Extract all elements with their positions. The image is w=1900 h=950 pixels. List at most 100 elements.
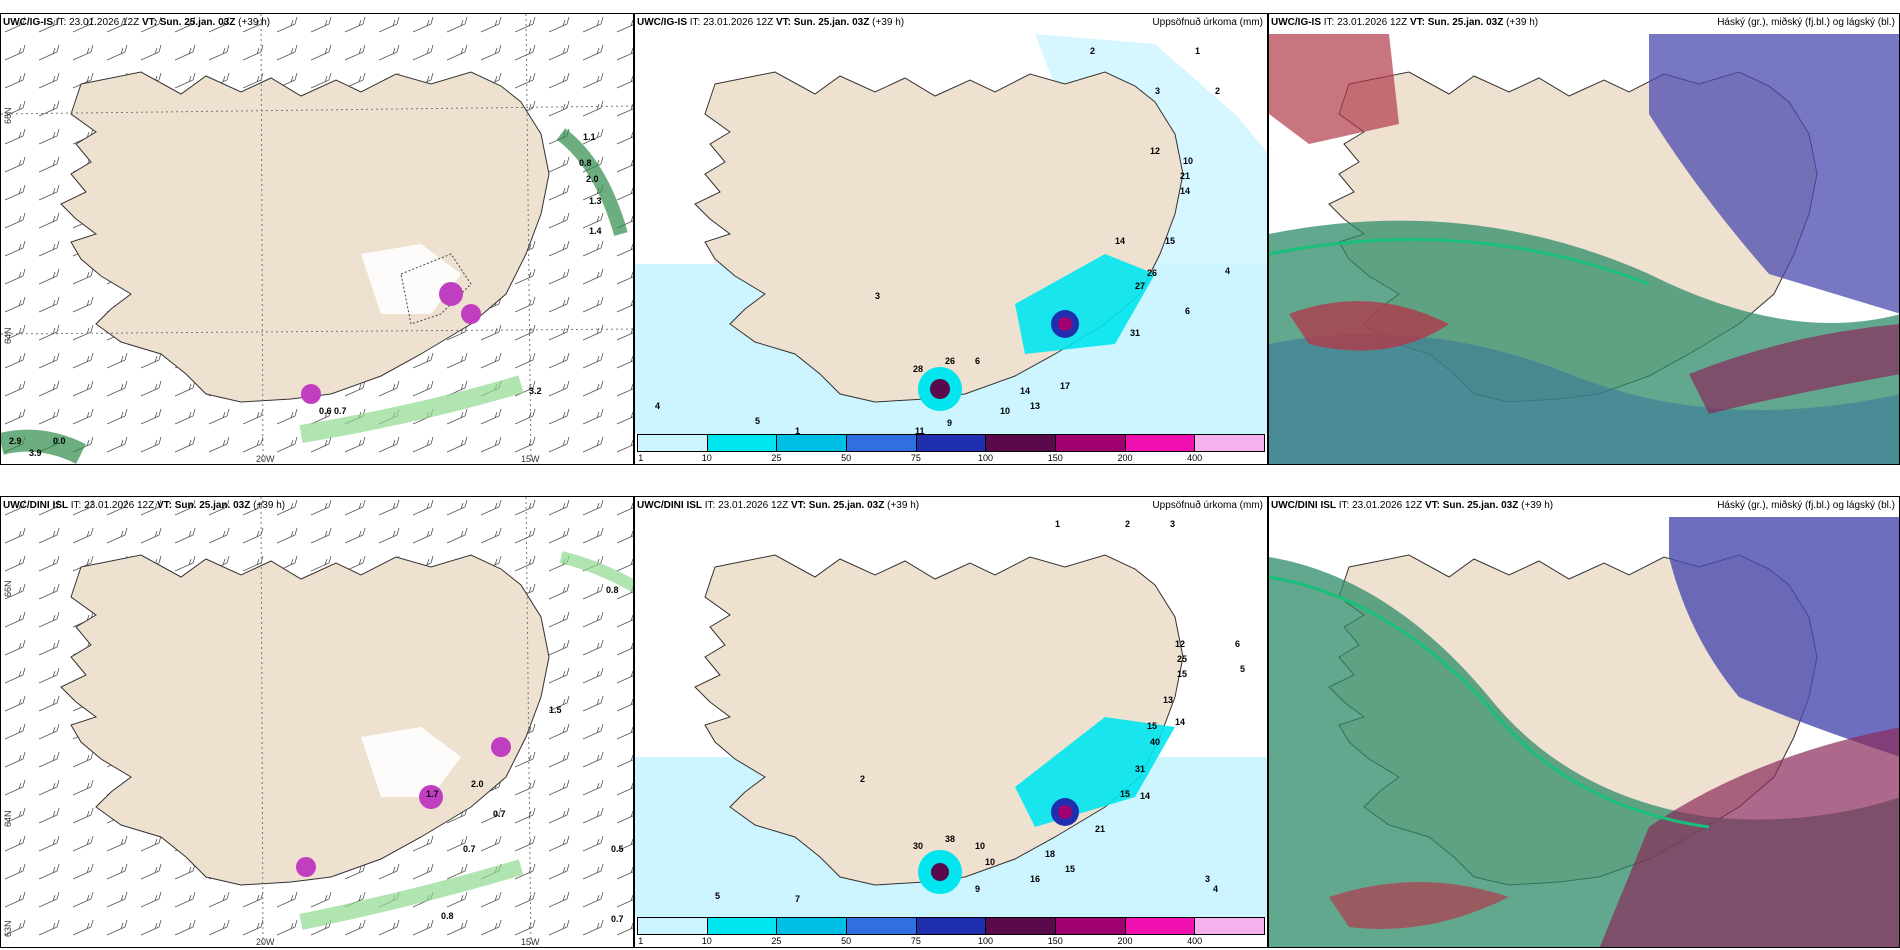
panel-title: Háský (gr.), miðský (fj.bl.) og lágský (…	[1717, 500, 1895, 511]
value-label: 26	[945, 356, 955, 366]
value-label: 0.8	[441, 911, 454, 921]
colorbar-labels: 1 10 25 50 75 100 150 200 400	[637, 453, 1265, 464]
value-label: 15	[1147, 721, 1157, 731]
panel-clouds-dini: UWC/DINI ISL IT: 23.01.2026 12Z VT: Sun.…	[1268, 496, 1900, 948]
value-label: 18	[1045, 849, 1055, 859]
mid-cloud-area	[1669, 517, 1899, 757]
value-label: 0.7	[611, 914, 624, 924]
lat-tick: 63N	[3, 920, 13, 937]
high-cloud-area	[1269, 34, 1399, 144]
colorbar-seg	[1056, 918, 1126, 934]
value-label: 4	[1225, 266, 1230, 276]
precip-cell	[461, 304, 481, 324]
panel-precip-igis: UWC/IG-IS IT: 23.01.2026 12Z VT: Sun. 25…	[634, 13, 1268, 465]
value-label: 2	[1125, 519, 1130, 529]
green-band	[1, 429, 86, 464]
green-band	[556, 128, 628, 236]
panel-header: UWC/IG-IS IT: 23.01.2026 12Z VT: Sun. 25…	[1271, 17, 1539, 28]
value-label: 31	[1135, 764, 1145, 774]
colorbar	[637, 434, 1265, 452]
value-label: 0.7	[334, 406, 347, 416]
value-label: 25	[1177, 654, 1187, 664]
green-band	[299, 375, 524, 443]
map-clouds-igis[interactable]	[1269, 14, 1900, 465]
white-region	[361, 727, 461, 797]
panel-title: Uppsöfnuð úrkoma (mm)	[1152, 500, 1263, 511]
colorbar-seg	[916, 918, 987, 934]
panel-precip-dini: UWC/DINI ISL IT: 23.01.2026 12Z VT: Sun.…	[634, 496, 1268, 948]
precip-cell	[439, 282, 463, 306]
value-label: 6	[1185, 306, 1190, 316]
value-label: 2	[1090, 46, 1095, 56]
precip-core	[1058, 805, 1072, 819]
value-label: 27	[1135, 281, 1145, 291]
high-cloud-area	[1329, 882, 1509, 929]
value-label: 5	[1240, 664, 1245, 674]
mid-cloud-area	[1269, 334, 1899, 464]
panel-header: UWC/IG-IS IT: 23.01.2026 12Z VT: Sun. 25…	[3, 17, 271, 28]
panel-wind-dini: UWC/DINI ISL IT: 23.01.2026 12Z VT: Sun.…	[0, 496, 634, 948]
colorbar	[637, 917, 1265, 935]
value-label: 16	[1030, 874, 1040, 884]
contour-line	[1269, 575, 1710, 829]
precip-shade	[1015, 254, 1155, 354]
value-label: 10	[1000, 406, 1010, 416]
value-label: 0.8	[579, 158, 592, 168]
value-label: 28	[913, 364, 923, 374]
colorbar-seg	[847, 435, 917, 451]
map-clouds-dini[interactable]	[1269, 497, 1900, 948]
map-wind-igis[interactable]: 1.1 0.8 2.0 1.3 1.4 0.6 0.7 3.2 2.9 3.9 …	[1, 14, 634, 465]
value-label: 3	[1205, 874, 1210, 884]
value-label: 0.6	[319, 406, 332, 416]
value-label: 14	[1175, 717, 1185, 727]
value-label: 10	[1183, 156, 1193, 166]
colorbar-label: 1	[638, 936, 644, 946]
value-label: 4	[655, 401, 660, 411]
value-label: 13	[1030, 401, 1040, 411]
value-label: 10	[985, 857, 995, 867]
value-label: 13	[1163, 695, 1173, 705]
map-wind-dini[interactable]: 0.8 1.5 2.0 0.7 0.7 0.5 0.8 0.7 1.7	[1, 497, 634, 948]
panel-title: Uppsöfnuð úrkoma (mm)	[1152, 17, 1263, 28]
map-precip-dini[interactable]: 1 2 3 12 25 15 13 15 14 40 31 15 14 21 1…	[635, 497, 1268, 948]
colorbar-label: 400	[1187, 936, 1203, 946]
colorbar-seg	[1195, 435, 1265, 451]
hatch-area	[400, 253, 472, 325]
value-label: 1	[795, 426, 800, 436]
panel-header: UWC/DINI ISL IT: 23.01.2026 12Z VT: Sun.…	[1271, 500, 1554, 511]
value-label: 2.0	[471, 779, 484, 789]
value-label: 1.3	[589, 196, 602, 206]
value-label: 1	[1055, 519, 1060, 529]
colorbar-seg	[638, 918, 708, 934]
value-label: 1.7	[426, 789, 439, 799]
panel-header: UWC/DINI ISL IT: 23.01.2026 12Z VT: Sun.…	[637, 500, 920, 511]
value-label: 0.8	[606, 585, 619, 595]
value-label: 15	[1120, 789, 1130, 799]
colorbar-seg	[1125, 918, 1196, 934]
colorbar-label: 50	[841, 936, 852, 946]
value-label: 14	[1115, 236, 1125, 246]
precip-cell	[491, 737, 511, 757]
value-label: 14	[1180, 186, 1190, 196]
panel-header: UWC/IG-IS IT: 23.01.2026 12Z VT: Sun. 25…	[637, 17, 905, 28]
colorbar-seg	[777, 918, 848, 934]
value-label: 2.0	[586, 174, 599, 184]
map-precip-igis[interactable]: 2 1 3 2 12 10 21 14 15 14 27 26 31 6 4 2…	[635, 14, 1268, 465]
colorbar-label: 50	[841, 453, 852, 463]
value-label: 3	[1155, 86, 1160, 96]
value-label: 30	[913, 841, 923, 851]
colorbar-seg	[777, 435, 848, 451]
value-label: 0.7	[493, 809, 506, 819]
precip-core	[931, 863, 949, 881]
value-label: 2.9	[9, 436, 22, 446]
value-label: 9	[975, 884, 980, 894]
colorbar-label: 150	[1047, 936, 1063, 946]
precip-core	[930, 379, 950, 399]
colorbar-label: 150	[1047, 453, 1063, 463]
precip-cell	[301, 384, 321, 404]
colorbar-label: 10	[701, 936, 712, 946]
lat-tick: 66N	[3, 580, 13, 597]
value-label: 6	[975, 356, 980, 366]
colorbar-label: 75	[910, 936, 921, 946]
lat-tick: 64N	[3, 810, 13, 827]
